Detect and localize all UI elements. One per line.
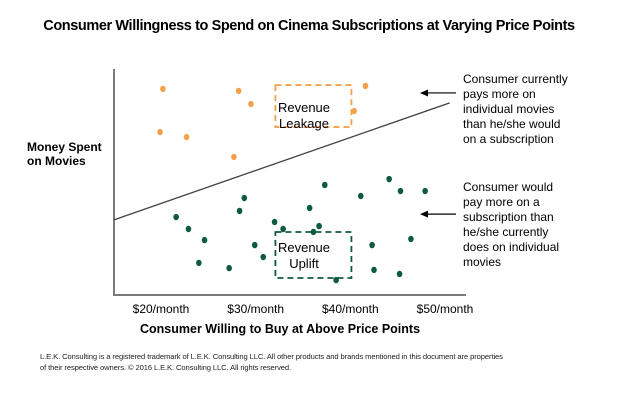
revenue-leakage-point <box>235 87 242 95</box>
revenue-leakage-point <box>160 85 166 93</box>
revenue-uplift-point <box>271 218 278 226</box>
chart-title: Consumer Willingness to Spend on Cinema … <box>43 18 575 34</box>
note-line: does on individual <box>463 240 560 254</box>
revenue-uplift-point <box>260 253 267 261</box>
note-above-line: Consumer currently pays more on individu… <box>463 72 568 147</box>
revenue-leakage-point <box>157 128 163 136</box>
footer-line: of their respective owners. © 2016 L.E.K… <box>40 363 292 372</box>
arrow-above-head-icon <box>420 89 428 97</box>
revenue-leakage-label-line: Leakage <box>279 116 329 131</box>
revenue-uplift-point <box>236 207 243 215</box>
revenue-uplift-point <box>397 187 404 195</box>
note-line: Consumer would <box>463 180 554 194</box>
note-below-line: Consumer would pay more on a subscriptio… <box>463 180 559 270</box>
note-line: Consumer currently <box>463 72 568 86</box>
revenue-uplift-label-line: Uplift <box>289 256 319 271</box>
revenue-leakage-point <box>183 133 190 141</box>
revenue-uplift-point <box>316 222 322 230</box>
note-line: pays more on <box>463 87 536 101</box>
revenue-uplift-point <box>310 228 317 236</box>
revenue-leakage-point <box>231 153 237 161</box>
revenue-uplift-label: Revenue Uplift <box>266 240 342 272</box>
note-line: he/she currently <box>463 225 549 239</box>
revenue-leakage-point <box>351 107 357 115</box>
revenue-uplift-point <box>306 204 313 212</box>
note-line: subscription than <box>463 210 554 224</box>
y-axis-label-line: on Movies <box>27 154 86 168</box>
revenue-uplift-point <box>371 266 377 274</box>
arrow-below-head-icon <box>420 210 428 218</box>
footer-disclaimer: L.E.K. Consulting is a registered tradem… <box>40 351 580 373</box>
x-tick-labels: $20/month $30/month $40/month $50/month <box>133 302 474 316</box>
revenue-uplift-point <box>396 270 403 278</box>
revenue-leakage-label-line: Revenue <box>277 100 331 115</box>
x-tick-label: $40/month <box>322 302 379 316</box>
revenue-uplift-point <box>333 276 339 284</box>
revenue-uplift-point <box>357 192 364 200</box>
revenue-uplift-point <box>251 241 258 249</box>
revenue-leakage-label: Revenue Leakage <box>266 100 342 132</box>
revenue-uplift-point <box>369 241 375 249</box>
revenue-uplift-point <box>185 225 192 233</box>
revenue-uplift-point <box>226 264 232 272</box>
x-axis-label: Consumer Willing to Buy at Above Price P… <box>140 322 421 336</box>
note-line: than he/she would <box>463 117 561 131</box>
uplift-box <box>274 231 353 279</box>
trend-line <box>113 102 450 221</box>
revenue-uplift-point <box>408 235 414 243</box>
y-axis-label-line: Money Spent <box>27 140 102 154</box>
revenue-uplift-point <box>196 259 202 267</box>
trend-line-group <box>113 102 450 221</box>
note-line: pay more on a <box>463 195 540 209</box>
note-line: on a subscription <box>463 132 554 146</box>
revenue-uplift-point <box>422 187 428 195</box>
note-line: individual movies <box>463 102 555 116</box>
leakage-box <box>274 84 353 128</box>
revenue-uplift-point <box>173 213 179 221</box>
revenue-leakage-point <box>248 100 254 108</box>
revenue-uplift-label-line: Revenue <box>277 240 331 255</box>
x-tick-label: $50/month <box>417 302 474 316</box>
revenue-uplift-point <box>321 181 328 189</box>
x-tick-label: $30/month <box>227 302 284 316</box>
y-axis-label: Money Spent on Movies <box>27 140 102 168</box>
footer-line: L.E.K. Consulting is a registered tradem… <box>40 352 503 361</box>
x-tick-label: $20/month <box>133 302 190 316</box>
revenue-uplift-point <box>280 225 286 233</box>
note-line: movies <box>463 255 502 269</box>
revenue-uplift-point <box>386 175 392 183</box>
revenue-uplift-point <box>201 236 208 244</box>
data-points <box>157 82 428 284</box>
annotation-arrows <box>420 89 456 218</box>
annotation-boxes <box>274 84 353 279</box>
revenue-uplift-point <box>241 194 248 202</box>
revenue-leakage-point <box>362 82 369 90</box>
